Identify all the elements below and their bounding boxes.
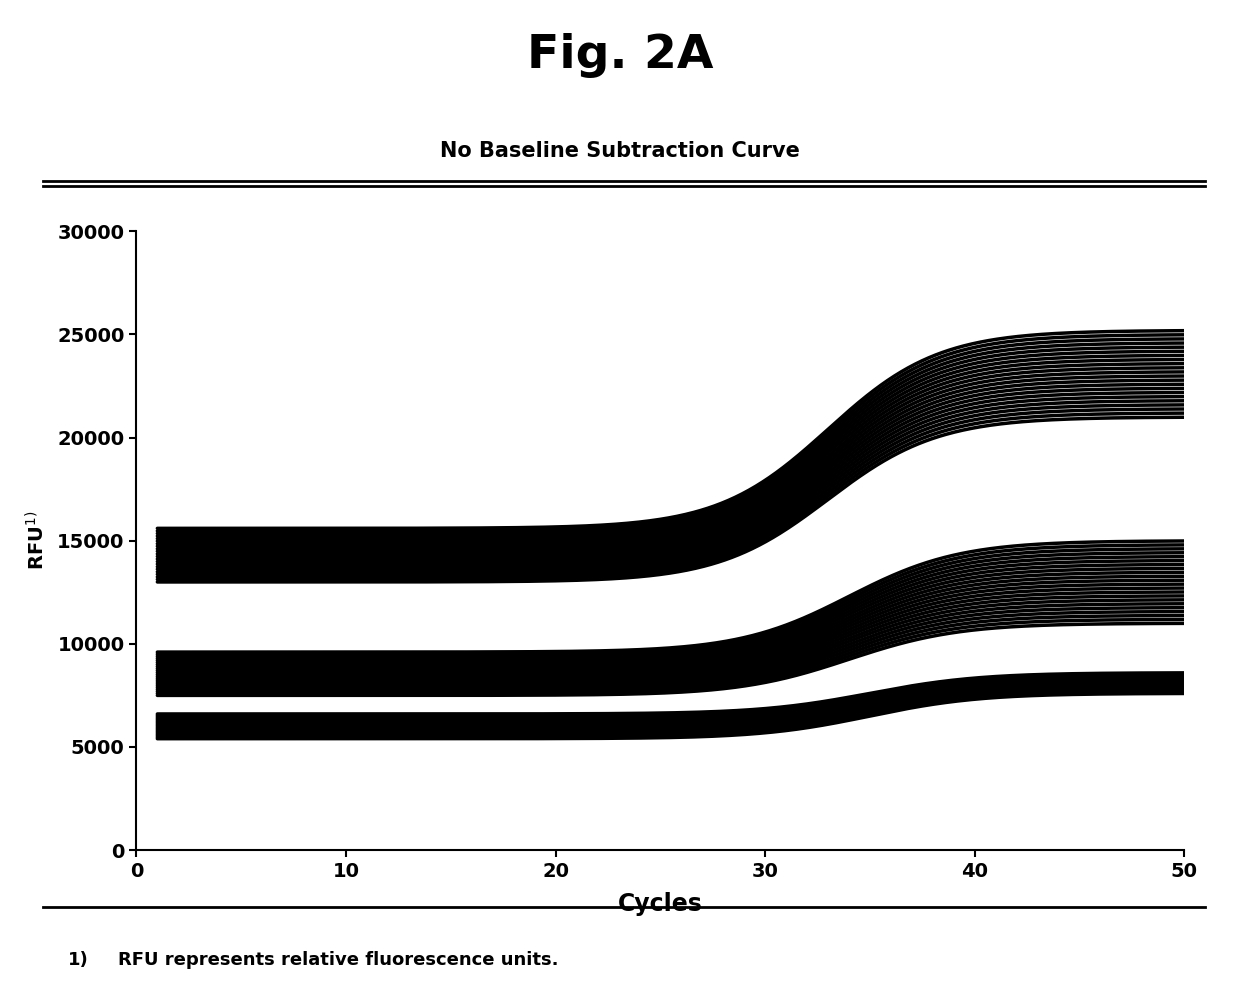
Text: Fig. 2A: Fig. 2A xyxy=(527,33,713,77)
Text: No Baseline Subtraction Curve: No Baseline Subtraction Curve xyxy=(440,141,800,161)
Text: RFU represents relative fluorescence units.: RFU represents relative fluorescence uni… xyxy=(118,951,558,969)
Y-axis label: RFU$^{1)}$: RFU$^{1)}$ xyxy=(26,511,48,570)
X-axis label: Cycles: Cycles xyxy=(618,892,703,916)
Text: 1): 1) xyxy=(68,951,89,969)
